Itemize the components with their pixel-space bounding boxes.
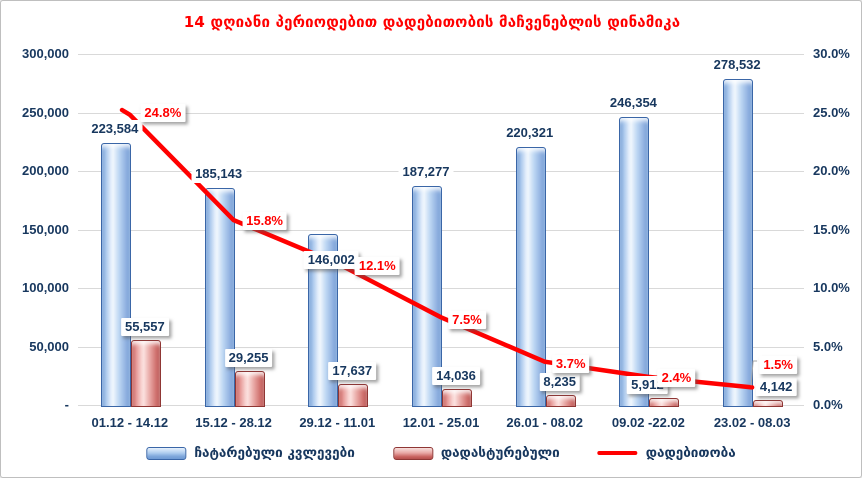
tests-bar [723, 79, 754, 407]
positivity-pct-label: 7.5% [448, 311, 486, 330]
confirmed-value-label: 17,637 [328, 362, 377, 381]
legend-label: ჩატარებული კვლევები [194, 445, 355, 461]
tests-value-label: 220,321 [502, 124, 558, 143]
x-axis-label: 01.12 - 14.12 [91, 415, 169, 430]
confirmed-bar [234, 370, 265, 407]
confirmed-bar [545, 395, 576, 407]
tests-value-label: 185,143 [191, 165, 247, 184]
legend-confirmed-swatch [392, 446, 433, 460]
gridline [78, 112, 804, 114]
legend-item: ჩატარებული კვლევები [146, 445, 355, 461]
right-axis-tick: 5.0% [813, 338, 843, 354]
legend-item: დადებითობა [597, 445, 736, 461]
right-axis-tick: 30.0% [813, 46, 850, 61]
confirmed-bar [442, 388, 472, 407]
legend-positivity-line-swatch [597, 451, 638, 455]
right-axis-tick: 10.0% [813, 280, 850, 295]
gridline [78, 54, 804, 55]
legend: ჩატარებული კვლევები დადასტურებული დადებითო… [146, 445, 736, 461]
x-axis-label: 26.01 - 08.02 [506, 415, 584, 430]
positivity-pct-label: 12.1% [354, 257, 400, 276]
positivity-pct-label: 1.5% [759, 356, 797, 375]
legend-label: დადებითობა [645, 445, 736, 461]
left-axis-tick: - [64, 397, 69, 412]
tests-value-label: 223,584 [87, 120, 143, 139]
positivity-pct-label: 15.8% [242, 212, 287, 231]
tests-value-label: 187,277 [398, 162, 454, 181]
legend-tests-swatch [146, 446, 187, 460]
x-axis-label: 15.12 - 28.12 [195, 415, 272, 430]
left-axis-tick: 200,000 [22, 163, 69, 178]
right-axis-tick: 15.0% [813, 221, 850, 237]
confirmed-value-label: 8,235 [539, 373, 580, 392]
positivity-pct-label: 3.7% [551, 354, 590, 373]
left-axis-tick: 150,000 [22, 221, 69, 237]
tests-value-label: 146,002 [303, 251, 359, 270]
tests-value-label: 246,354 [605, 93, 661, 112]
right-axis-tick: 20.0% [813, 163, 850, 178]
tests-value-label: 278,532 [709, 56, 765, 75]
right-axis-tick: 25.0% [813, 104, 850, 120]
left-axis-tick: 50,000 [29, 338, 69, 354]
confirmed-value-label: 14,036 [432, 366, 480, 385]
confirmed-bar [130, 339, 161, 407]
left-axis-tick: 300,000 [22, 46, 69, 61]
legend-item: დადასტურებული [392, 445, 560, 461]
confirmed-value-label: 29,255 [224, 348, 273, 367]
tests-bar [100, 143, 131, 407]
left-axis-tick: 100,000 [22, 280, 69, 295]
x-axis-label: 29.12 - 11.01 [299, 415, 376, 430]
x-axis-label: 09.02 -22.02 [611, 415, 685, 430]
confirmed-value-label: 4,142 [755, 378, 797, 397]
x-axis-label: 12.01 - 25.01 [402, 415, 480, 430]
chart-title: 14 დღიანი პერიოდებით დადებითობის მაჩვენე… [183, 13, 681, 31]
positivity-pct-label: 24.8% [140, 103, 186, 122]
left-axis-tick: 250,000 [22, 104, 69, 120]
right-axis-tick: 0.0% [813, 397, 843, 412]
confirmed-value-label: 55,557 [120, 317, 169, 336]
confirmed-bar [753, 400, 784, 407]
confirmed-bar [338, 384, 369, 407]
tests-bar [515, 147, 546, 407]
positivity-pct-label: 2.4% [657, 368, 696, 387]
confirmed-bar [649, 398, 680, 407]
tests-bar [619, 116, 650, 407]
tests-bar [204, 188, 235, 407]
legend-label: დადასტურებული [440, 445, 560, 461]
x-axis-label: 23.02 - 08.03 [713, 415, 791, 430]
